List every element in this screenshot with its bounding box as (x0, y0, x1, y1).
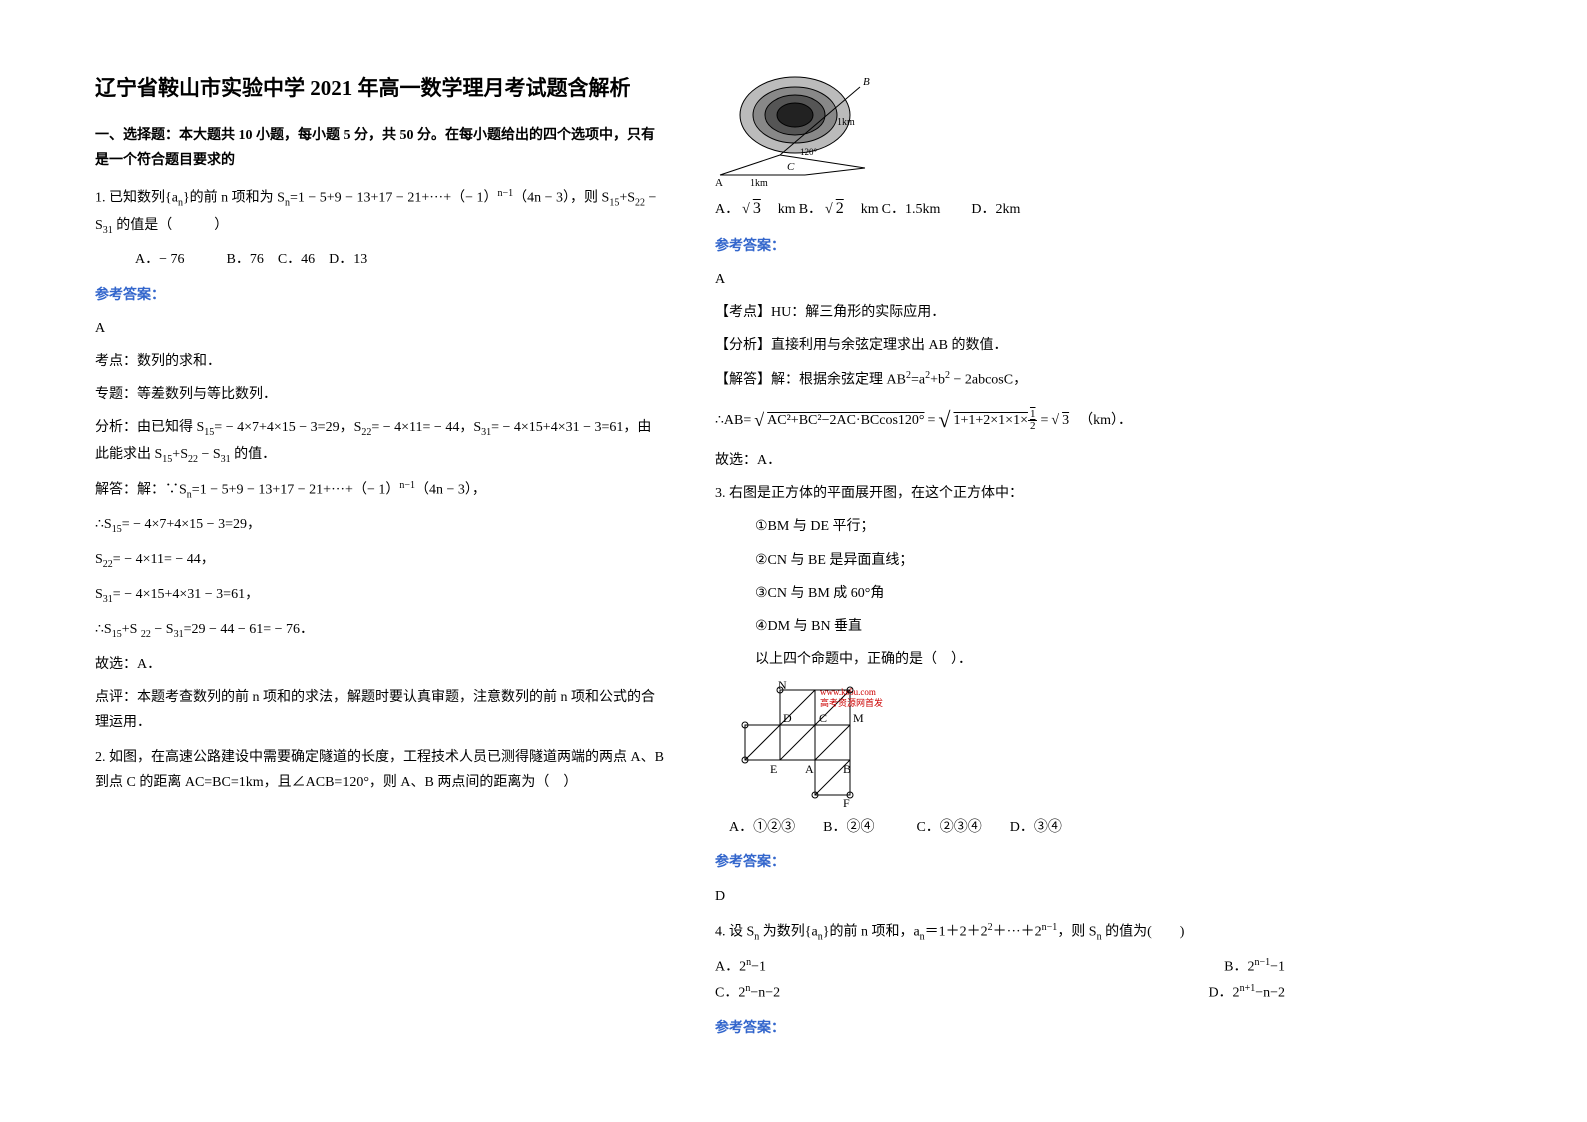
q1-p8: ∴S15+S 22 − S31=29 − 44 − 61= − 76． (95, 617, 665, 644)
q3-item1: ①BM 与 DE 平行； (715, 514, 1285, 539)
q3-figure: N D C M E A B F www.ks5u.com 高考资源网首发 (715, 680, 1285, 810)
svg-text:A: A (715, 177, 723, 189)
q4-text: 4. 设 Sn 为数列{an}的前 n 项和，an＝1＋2＋22＋···＋2n−… (715, 919, 1285, 946)
page-title: 辽宁省鞍山市实验中学 2021 年高一数学理月考试题含解析 (95, 70, 665, 108)
q1-p6: S22= − 4×11= − 44， (95, 547, 665, 574)
q3-options: A．①②③ B．②④ C．②③④ D．③④ (715, 815, 1285, 840)
svg-text:C: C (819, 711, 827, 725)
svg-text:1km: 1km (837, 117, 855, 128)
svg-text:C: C (787, 161, 795, 173)
q3-item2: ②CN 与 BE 是异面直线； (715, 548, 1285, 573)
q4-options-row2: C．2n−n−2 D．2n+1−n−2 (715, 980, 1285, 1006)
q2-p1: 【考点】HU：解三角形的实际应用． (715, 300, 1285, 325)
q1-answer-header: 参考答案： (95, 283, 665, 308)
q2-answer-header: 参考答案： (715, 234, 1285, 259)
q1-text: 1. 已知数列{an}的前 n 项和为 Sn=1 − 5+9 − 13+17 −… (95, 185, 665, 239)
svg-text:M: M (853, 711, 864, 725)
q3-item4: ④DM 与 BN 垂直 (715, 614, 1285, 639)
q4-options-row1: A．2n−1 B．2n−1−1 (715, 954, 1285, 980)
q2-options: A． √3 km B． √2 km C．1.5km D．2km (715, 195, 1285, 224)
q3-answer-header: 参考答案： (715, 850, 1285, 875)
q2-figure: A B C 1km 1km 120° (715, 75, 1285, 190)
q1-p9: 故选：A． (95, 652, 665, 677)
q1-p5: ∴S15= − 4×7+4×15 − 3=29， (95, 512, 665, 539)
q1-p7: S31= − 4×15+4×31 − 3=61， (95, 582, 665, 609)
question-4: 4. 设 Sn 为数列{an}的前 n 项和，an＝1＋2＋22＋···＋2n−… (715, 919, 1285, 1041)
q2-answer: A (715, 267, 1285, 292)
q1-p10: 点评：本题考查数列的前 n 项和的求法，解题时要认真审题，注意数列的前 n 项和… (95, 685, 665, 735)
svg-text:A: A (805, 762, 814, 776)
q2-p3: 【解答】解：根据余弦定理 AB2=a2+b2 − 2abcosC， (715, 367, 1285, 393)
q3-answer: D (715, 884, 1285, 909)
q1-options: A．− 76 B．76 C．46 D．13 (95, 247, 665, 272)
svg-text:B: B (843, 762, 851, 776)
q1-answer: A (95, 316, 665, 341)
section-header: 一、选择题：本大题共 10 小题，每小题 5 分，共 50 分。在每小题给出的四… (95, 123, 665, 173)
svg-text:D: D (783, 711, 792, 725)
q1-p3: 分析：由已知得 S15= − 4×7+4×15 − 3=29，S22= − 4×… (95, 415, 665, 469)
svg-text:120°: 120° (800, 147, 818, 157)
question-3: 3. 右图是正方体的平面展开图，在这个正方体中： ①BM 与 DE 平行； ②C… (715, 481, 1285, 909)
q2-p4: ∴AB= √AC²+BC²−2AC·BCcos120° = √ 1+1+2×1×… (715, 400, 1285, 440)
q1-p1: 考点：数列的求和． (95, 349, 665, 374)
q1-p4: 解答：解：∵Sn=1 − 5+9 − 13+17 − 21+···+（− 1）n… (95, 477, 665, 504)
svg-text:E: E (770, 762, 777, 776)
svg-text:1km: 1km (750, 178, 768, 189)
q3-item5: 以上四个命题中，正确的是（ ）． (715, 647, 1285, 672)
q3-text: 3. 右图是正方体的平面展开图，在这个正方体中： (715, 481, 1285, 506)
q4-answer-header: 参考答案： (715, 1016, 1285, 1041)
q2-p2: 【分析】直接利用与余弦定理求出 AB 的数值． (715, 333, 1285, 358)
svg-text:高考资源网首发: 高考资源网首发 (820, 697, 883, 708)
cube-unfold-diagram: N D C M E A B F www.ks5u.com 高考资源网首发 (735, 680, 935, 810)
q3-item3: ③CN 与 BM 成 60°角 (715, 581, 1285, 606)
tunnel-diagram: A B C 1km 1km 120° (715, 75, 895, 190)
svg-text:B: B (863, 76, 870, 88)
q2-text: 2. 如图，在高速公路建设中需要确定隧道的长度，工程技术人员已测得隧道两端的两点… (95, 745, 665, 795)
q2-p5: 故选：A． (715, 448, 1285, 473)
q1-p2: 专题：等差数列与等比数列． (95, 382, 665, 407)
question-1: 1. 已知数列{an}的前 n 项和为 Sn=1 − 5+9 − 13+17 −… (95, 185, 665, 735)
question-2: 2. 如图，在高速公路建设中需要确定隧道的长度，工程技术人员已测得隧道两端的两点… (95, 745, 665, 795)
